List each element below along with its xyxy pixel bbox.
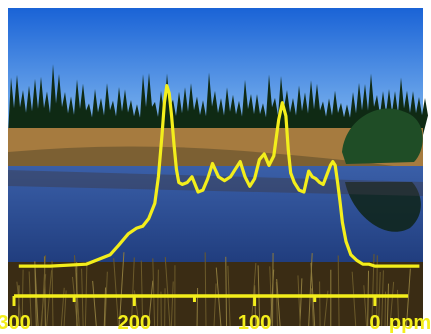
x-axis xyxy=(12,294,408,306)
tree-line xyxy=(8,64,428,135)
x-tick-label: 200 xyxy=(118,312,151,334)
x-tick-label: 100 xyxy=(238,312,271,334)
x-tick-labels: 300 200 100 0 ppm xyxy=(0,312,431,334)
shrub-reflection xyxy=(345,182,421,232)
spectrum xyxy=(18,83,420,268)
meadow-reflection xyxy=(8,170,423,196)
x-tick-label: 0 xyxy=(369,312,380,334)
spectrum-line xyxy=(18,83,420,268)
x-tick-label: 300 xyxy=(0,312,31,334)
landscape-photo-background xyxy=(8,8,428,327)
shrub-right xyxy=(342,108,423,164)
x-unit-label: ppm xyxy=(389,312,431,334)
